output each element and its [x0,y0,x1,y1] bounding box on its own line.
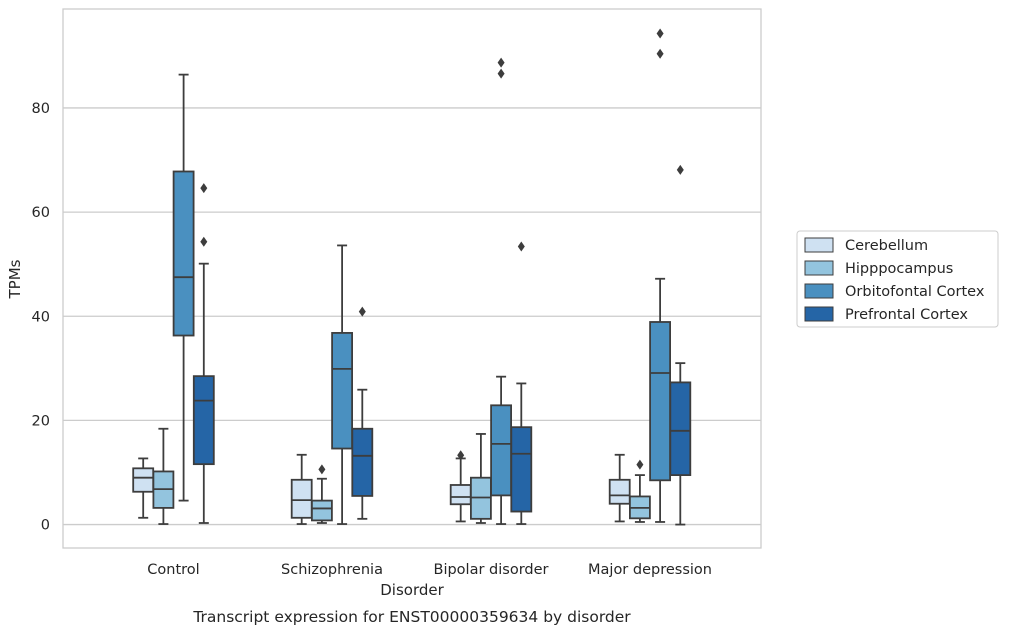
outlier-point [636,459,644,470]
x-tick-label: Schizophrenia [281,562,383,578]
figure-caption: Transcript expression for ENST0000035963… [192,608,631,626]
y-axis-label: TPMs [6,259,24,299]
legend-label: Hipppocampus [845,261,953,277]
legend-swatch [804,283,834,299]
iqr-box [192,375,215,466]
legend-frame [796,230,999,328]
y-tick-label: 0 [41,518,50,534]
x-tick-label: Bipolar disorder [434,562,549,578]
x-axis-label: Disorder [380,581,444,599]
box-prefrontal-cortex-control [192,183,215,524]
outlier-point [497,57,505,68]
y-tick-label: 20 [32,413,50,429]
legend-swatch [804,306,834,322]
box-hipppocampus-bipolar-disorder [469,433,492,524]
boxes [132,28,692,526]
iqr-box [510,426,533,513]
y-tick-label: 60 [32,205,50,221]
box-prefrontal-cortex-major-depression [669,164,692,526]
iqr-box [310,499,333,522]
plot-frame [62,8,762,549]
iqr-box [669,381,692,476]
box-hipppocampus-major-depression [629,459,651,523]
box-prefrontal-cortex-schizophrenia [351,306,374,520]
x-tick-label: Control [147,562,199,578]
box-cerebellum-control [132,457,155,519]
y-tick-labels: 0 20 40 60 80 [32,101,50,534]
iqr-box [449,484,472,506]
box-orbitofontal-cortex-schizophrenia [331,244,354,525]
legend-swatch [804,260,834,276]
legend: Cerebellum Hipppocampus Orbitofontal Corte… [796,230,999,328]
iqr-box [490,404,513,497]
outlier-point [457,450,465,461]
box-orbitofontal-cortex-major-depression [649,28,671,523]
outlier-point [656,28,664,39]
legend-label: Prefrontal Cortex [845,307,968,323]
outlier-point [200,236,208,247]
iqr-box [608,478,631,505]
box-hipppocampus-schizophrenia [310,464,333,524]
outlier-point [200,183,208,194]
outlier-point [318,464,326,475]
box-hipppocampus-control [152,427,175,525]
outlier-point [358,306,366,317]
outlier-point [656,48,664,59]
iqr-box [649,321,671,482]
x-tick-labels: Control Schizophrenia Bipolar disorder Majo… [147,562,712,578]
box-cerebellum-major-depression [608,453,631,523]
box-cerebellum-schizophrenia [290,453,313,525]
legend-label: Cerebellum [845,238,928,254]
legend-label: Orbitofontal Cortex [845,284,985,300]
outlier-point [517,241,525,252]
iqr-box [290,478,313,519]
legend-swatch [804,237,834,253]
iqr-box [331,332,354,450]
iqr-box [172,170,195,337]
iqr-box [351,427,374,497]
box-orbitofontal-cortex-control [172,73,195,502]
y-tick-label: 40 [32,309,50,325]
iqr-box [132,467,155,493]
outlier-point [676,164,684,175]
box-prefrontal-cortex-bipolar-disorder [510,241,533,525]
outlier-point [497,68,505,79]
y-tick-label: 80 [32,101,50,117]
x-tick-label: Major depression [588,562,712,578]
